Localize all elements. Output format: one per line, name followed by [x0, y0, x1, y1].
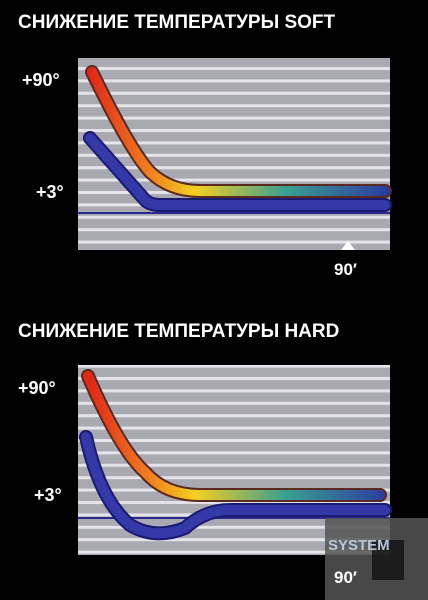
chart-hard: СНИЖЕНИЕ ТЕМПЕРАТУРЫ HARD +90° +3° SYSTE… [18, 321, 428, 600]
time-marker [341, 241, 355, 250]
temperature-curve [83, 371, 385, 500]
watermark-block [372, 540, 404, 580]
top-label: +90° [18, 378, 56, 398]
top-label: +90° [22, 70, 60, 90]
time-label: 90′ [334, 260, 357, 279]
bottom-label: +3° [36, 182, 64, 202]
watermark: SYSTEM [328, 537, 390, 554]
cooling-curve [85, 133, 390, 210]
panel [78, 58, 390, 250]
cooling-curve [81, 432, 390, 539]
chart-soft: СНИЖЕНИЕ ТЕМПЕРАТУРЫ SOFT +90° +3° 90′ [18, 12, 392, 279]
bottom-label: +3° [34, 485, 62, 505]
temperature-curve [87, 67, 390, 196]
time-label: 90′ [334, 568, 357, 587]
title: СНИЖЕНИЕ ТЕМПЕРАТУРЫ SOFT [18, 12, 336, 33]
title: СНИЖЕНИЕ ТЕМПЕРАТУРЫ HARD [18, 321, 339, 342]
